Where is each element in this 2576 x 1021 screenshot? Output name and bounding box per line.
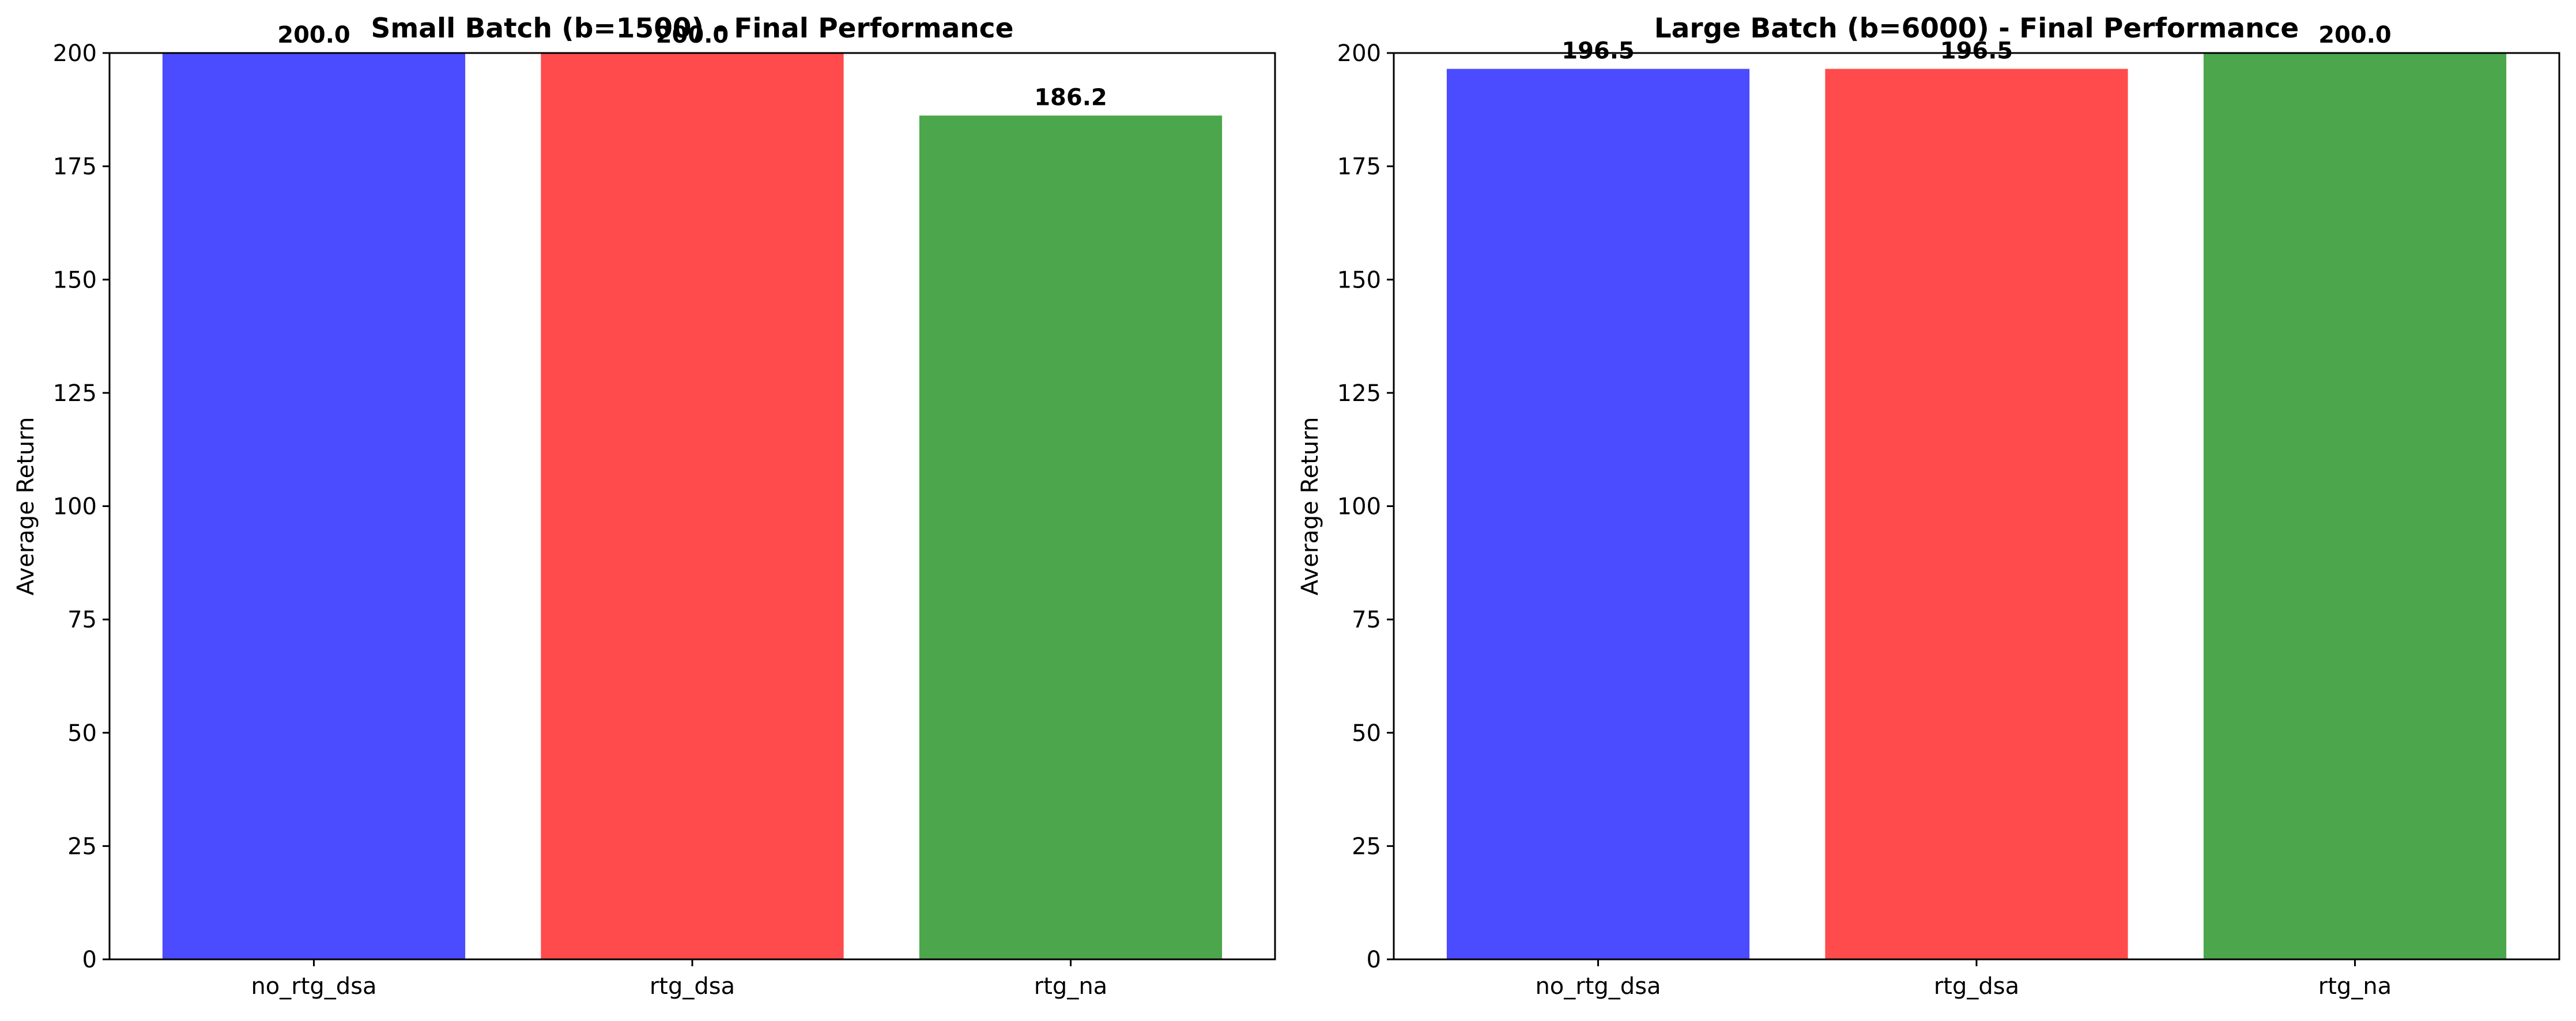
- y-tick-label: 200: [53, 40, 97, 67]
- y-tick-label: 175: [1337, 154, 1381, 180]
- y-tick-label: 150: [53, 267, 97, 293]
- y-axis-label: Average Return: [1297, 417, 1323, 596]
- y-tick-label: 50: [1352, 720, 1381, 747]
- value-label: 200.0: [277, 22, 350, 48]
- y-tick-label: 25: [1352, 833, 1381, 860]
- x-tick-label: rtg_na: [2318, 973, 2392, 1000]
- y-tick-label: 175: [53, 154, 97, 180]
- x-tick-label: rtg_dsa: [1934, 973, 2019, 1000]
- bar-rtg-na: [2203, 53, 2507, 959]
- value-label: 196.5: [1562, 38, 1635, 65]
- value-label: 200.0: [656, 22, 729, 48]
- y-tick-label: 125: [1337, 380, 1381, 407]
- y-tick-label: 75: [67, 607, 97, 633]
- chart-panel-1: 200.0 200.0 186.2 0 25 50 75 100 125 150 175 200 no_…: [13, 13, 1276, 1000]
- chart-title: Small Batch (b=1500) - Final Performance: [371, 13, 1013, 44]
- x-tick-label: no_rtg_dsa: [251, 973, 376, 1000]
- bar-rtg-na: [919, 115, 1223, 960]
- y-tick-label: 0: [1367, 947, 1381, 973]
- y-tick-label: 125: [53, 380, 97, 407]
- bar-rtg-dsa: [541, 53, 844, 959]
- x-tick-label: no_rtg_dsa: [1535, 973, 1661, 1000]
- chart-panel-2: 196.5 196.5 200.0 0 25 50 75 100 125 150 175 200 no_…: [1297, 13, 2560, 1000]
- y-axis-label: Average Return: [13, 417, 39, 596]
- x-tick-label: rtg_dsa: [650, 973, 735, 1000]
- bar-no-rtg-dsa: [162, 53, 466, 959]
- value-label: 196.5: [1940, 38, 2013, 65]
- y-tick-label: 150: [1337, 267, 1381, 293]
- y-tick-label: 100: [1337, 494, 1381, 520]
- bar-rtg-dsa: [1825, 69, 2128, 960]
- y-tick-label: 25: [67, 833, 97, 860]
- y-tick-label: 100: [53, 494, 97, 520]
- y-tick-label: 200: [1337, 40, 1381, 67]
- bar-no-rtg-dsa: [1446, 69, 1750, 960]
- chart-title: Large Batch (b=6000) - Final Performance: [1654, 13, 2299, 44]
- value-label: 186.2: [1034, 85, 1107, 111]
- x-tick-label: rtg_na: [1034, 973, 1107, 1000]
- y-tick-label: 75: [1352, 607, 1381, 633]
- y-tick-label: 50: [67, 720, 97, 747]
- y-tick-label: 0: [82, 947, 97, 973]
- value-label: 200.0: [2318, 22, 2392, 48]
